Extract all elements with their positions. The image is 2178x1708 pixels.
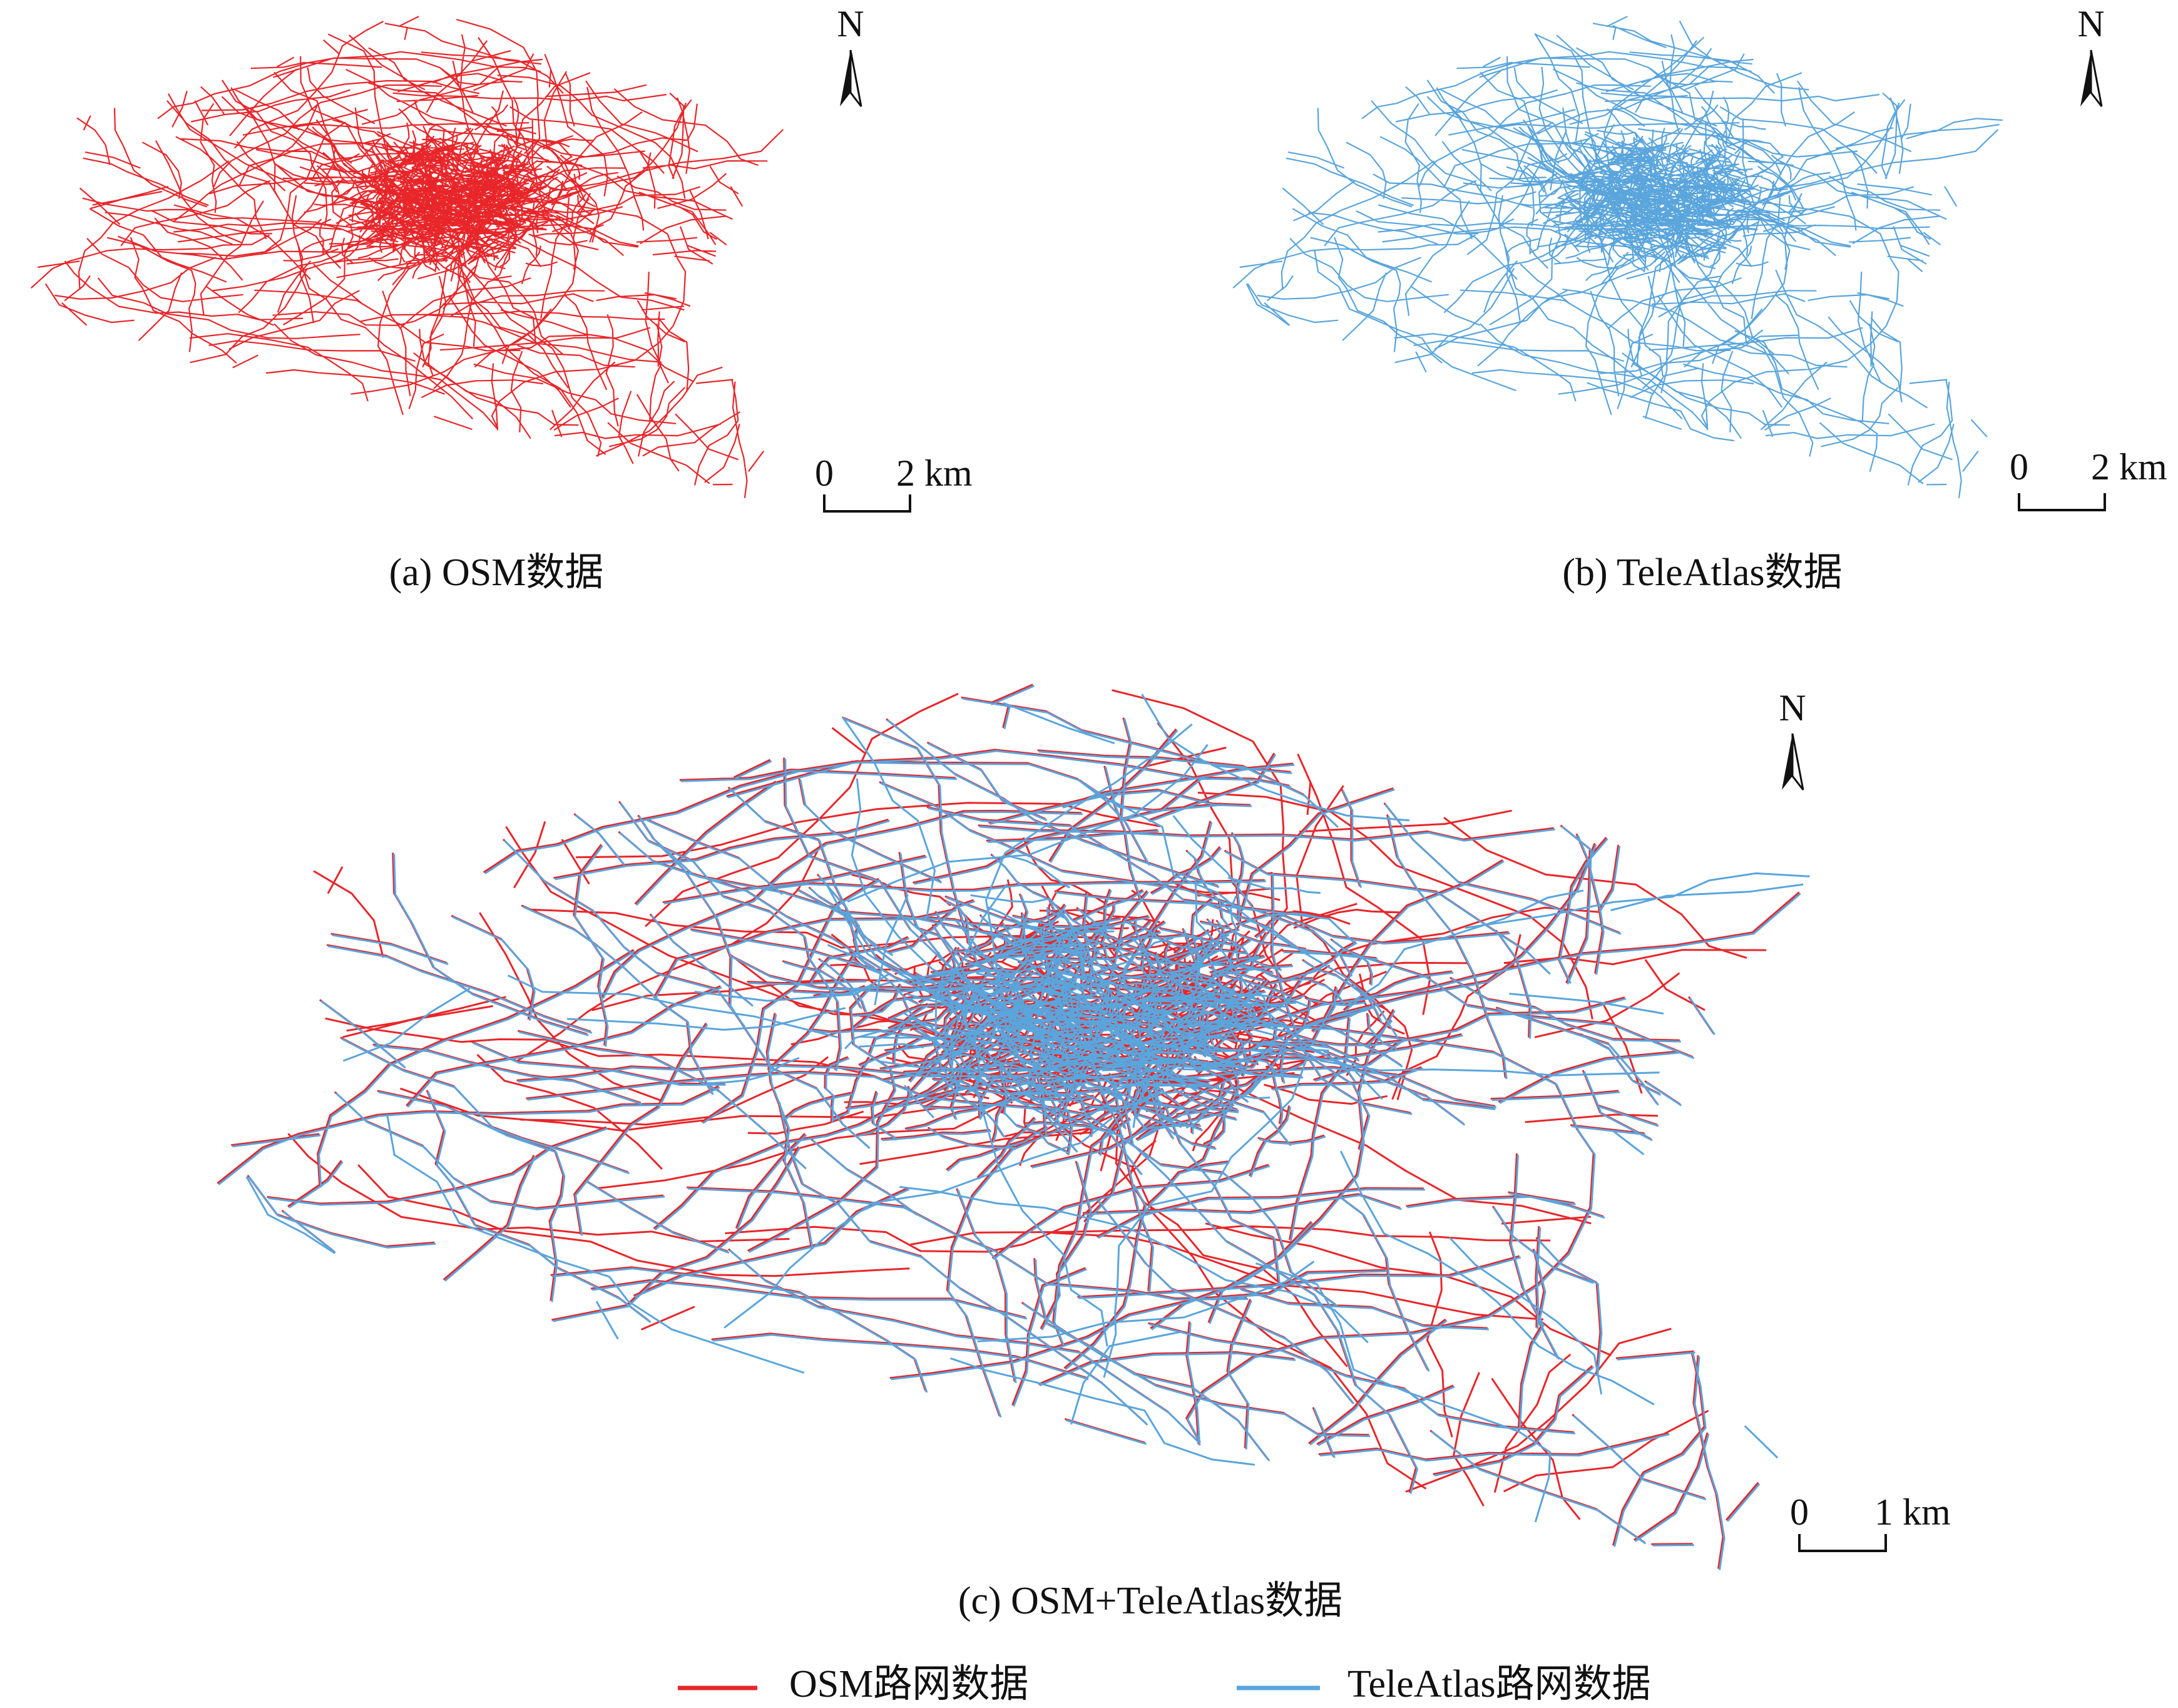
north-arrow [840,49,862,107]
caption: (c) OSM+TeleAtlas数据 [958,1580,1342,1622]
scale-bar [2018,493,2106,511]
north-label: N [837,3,864,44]
caption: (b) TeleAtlas数据 [1562,551,1842,594]
legend-label: TeleAtlas路网数据 [1347,1663,1651,1705]
legend-label: OSM路网数据 [789,1663,1028,1705]
scale-end: 2 km [2091,446,2167,488]
north-label: N [2077,3,2104,44]
scale-bar [823,494,911,513]
north-label: N [1779,687,1806,729]
north-arrow [1782,733,1804,790]
caption: (a) OSM数据 [389,551,604,594]
scale-start: 0 [2010,446,2028,488]
scale-end: 2 km [896,453,973,494]
maps [30,16,2003,1570]
scale-start: 0 [1790,1491,1809,1533]
scale-bar [1798,1534,1887,1552]
road-network [30,16,784,498]
road-network [1232,16,2003,498]
road-network [218,685,1810,1570]
scale-end: 1 km [1874,1491,1951,1533]
north-arrow [2080,49,2103,107]
scale-start: 0 [815,453,834,494]
